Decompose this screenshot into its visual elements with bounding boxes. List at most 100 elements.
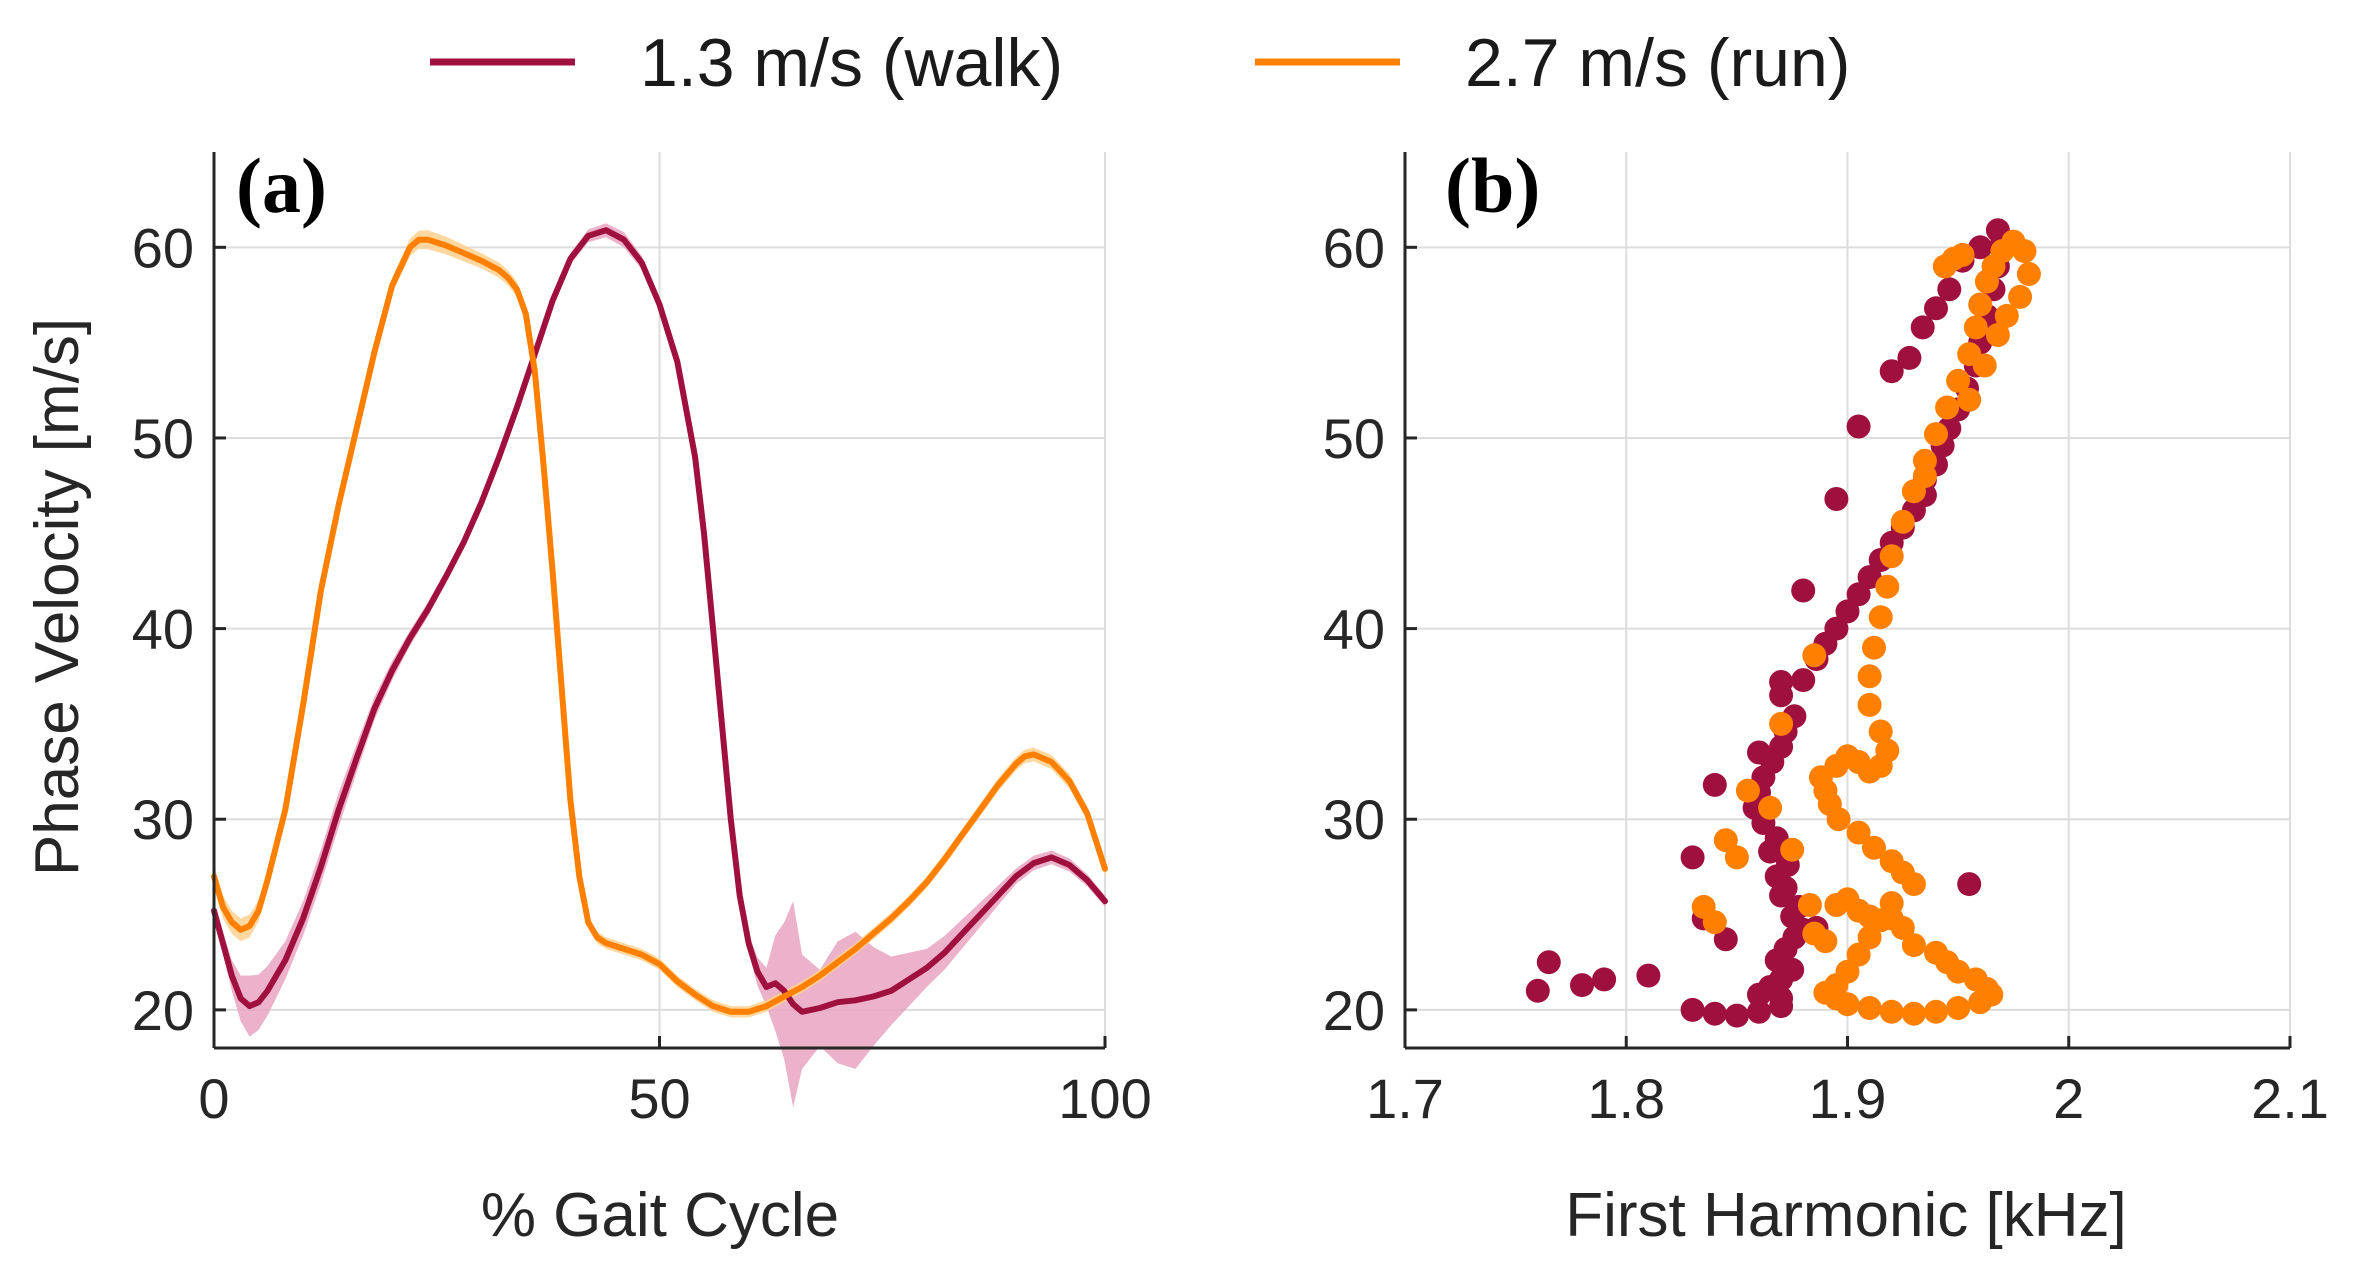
panel-a-ylabel: Phase Velocity [m/s] — [23, 318, 92, 876]
panel-b-point-run — [1875, 738, 1900, 763]
panel-b-ytick-label: 30 — [1323, 788, 1385, 851]
panel-b-point-run — [1758, 795, 1783, 820]
panel-b-point-walk — [1702, 1001, 1727, 1026]
panel-a-letter: (a) — [236, 142, 327, 229]
panel-b-point-run — [1994, 303, 2019, 328]
panel-b-point-run — [1769, 711, 1794, 736]
panel-b-point-run — [1868, 605, 1893, 630]
panel-a-ytick-label: 60 — [132, 216, 194, 279]
panel-b-point-run — [1846, 820, 1871, 845]
panel-b-xtick-label: 1.7 — [1366, 1067, 1444, 1130]
panel-b-point-walk — [1747, 999, 1771, 1024]
panel-b-point-walk — [1846, 414, 1871, 439]
panel-b-point-walk — [1824, 616, 1849, 641]
panel-b-point-run — [1702, 910, 1727, 935]
panel-a-ytick-label: 50 — [132, 407, 194, 470]
panel-b-point-run — [1924, 422, 1948, 447]
panel-b-point-run — [1735, 778, 1760, 803]
panel-b-point-run — [1935, 395, 1960, 420]
panel-b-point-run — [2016, 262, 2041, 286]
panel-b-point-walk — [1525, 978, 1550, 1003]
panel-b-point-run — [1713, 828, 1738, 853]
panel-a-ytick-label: 20 — [132, 979, 194, 1042]
panel-b-point-run — [1924, 999, 1948, 1024]
panel-b-point-run — [1868, 908, 1893, 933]
panel-b-point-run — [1780, 837, 1805, 862]
panel-b-point-run — [1868, 719, 1893, 744]
panel-b-point-run — [1950, 242, 1975, 267]
panel-a-ytick-label: 40 — [132, 598, 194, 661]
panel-b-point-run — [1835, 959, 1860, 984]
panel-b-point-run — [2012, 239, 2037, 264]
panel-b-point-run — [1879, 999, 1904, 1024]
panel-b-point-run — [1985, 323, 2010, 347]
panel-b-point-run — [1957, 387, 1982, 412]
panel-b-point-run — [1972, 353, 1997, 378]
panel-b-point-walk — [1702, 772, 1727, 797]
panel-a-xlabel: % Gait Cycle — [481, 1181, 839, 1250]
panel-b-point-walk — [1570, 973, 1594, 998]
panel-b-point-walk — [1835, 599, 1860, 624]
panel-b-ytick-label: 40 — [1323, 598, 1385, 661]
panel-b-point-run — [1857, 925, 1882, 950]
panel-b-point-run — [1862, 635, 1886, 660]
panel-b-point-walk — [1769, 967, 1794, 992]
panel-b-point-run — [1846, 942, 1871, 967]
panel-b-point-walk — [1937, 277, 1962, 302]
panel-b-xlabel: First Harmonic [kHz] — [1565, 1181, 2126, 1250]
panel-a-xtick-label: 50 — [628, 1067, 690, 1130]
panel-b-point-walk — [1680, 845, 1705, 870]
panel-b-point-run — [1724, 845, 1749, 870]
panel-b-point-run — [1968, 990, 1993, 1015]
panel-b-point-walk — [1536, 950, 1561, 975]
panel-b-xtick-label: 1.8 — [1587, 1067, 1665, 1130]
panel-b-xtick-label: 1.9 — [1809, 1067, 1887, 1130]
panel-a-xtick-label: 0 — [198, 1067, 229, 1130]
panel-b-point-walk — [1910, 315, 1935, 340]
panel-a-xticks: 0 50 100 — [198, 1036, 1152, 1130]
panel-b-point-run — [1879, 544, 1904, 569]
panel-b-point-run — [1963, 315, 1988, 340]
panel-b-point-walk — [1636, 963, 1661, 988]
panel-b-point-walk — [1769, 670, 1794, 694]
panel-a-line-run — [211, 236, 1108, 1015]
panel-b-point-run — [1890, 915, 1915, 940]
panel-b-yticks: 20 30 40 50 60 — [1323, 216, 1417, 1042]
panel-b-point-walk — [1897, 345, 1922, 370]
panel-b-point-run — [1875, 574, 1900, 599]
panel-b-point-walk — [1857, 565, 1882, 590]
panel-b-point-walk — [1791, 578, 1816, 603]
panel-b-point-walk — [1824, 487, 1849, 511]
panel-b-point-run — [1797, 893, 1822, 917]
panel-b-point-run — [1862, 835, 1886, 860]
panel-b-point-run — [1968, 292, 1993, 317]
panel-a-yticks: 20 30 40 50 60 — [132, 216, 226, 1042]
panel-b-ytick-label: 60 — [1323, 216, 1385, 279]
panel-b-point-run — [1901, 933, 1926, 958]
panel-b-xtick-label: 2.1 — [2251, 1067, 2329, 1130]
panel-b-point-walk — [1592, 967, 1617, 992]
panel-b-point-run — [1813, 929, 1838, 954]
panel-b-point-run — [1901, 1001, 1926, 1026]
legend-run-label: 2.7 m/s (run) — [1465, 25, 1850, 101]
panel-b-point-run — [1802, 643, 1827, 668]
panel-b-point-walk — [1879, 359, 1904, 384]
panel-b-point-run — [2008, 284, 2033, 309]
panel-b-point-run — [1857, 664, 1882, 689]
panel-b-xtick-label: 2 — [2053, 1067, 2084, 1130]
panel-a: 0 50 100 20 30 40 50 60 (a) % Gait Cycle Phase… — [23, 142, 1152, 1250]
panel-b-point-walk — [1846, 582, 1871, 607]
panel-b-point-run — [1879, 891, 1904, 916]
panel-b-letter: (b) — [1445, 142, 1540, 229]
panel-b-point-walk — [1791, 668, 1816, 693]
panel-b-point-run — [1946, 996, 1971, 1020]
panel-b-point-run — [1879, 849, 1904, 874]
panel-b-point-walk — [1713, 927, 1738, 952]
panel-b-point-run — [1890, 509, 1915, 534]
panel-a-lines — [211, 227, 1108, 1015]
legend-walk-label: 1.3 m/s (walk) — [640, 25, 1063, 101]
panel-b-xticks: 1.7 1.8 1.9 2 2.1 — [1366, 1036, 2329, 1130]
panel-b-ytick-label: 50 — [1323, 407, 1385, 470]
panel-b-point-run — [1946, 368, 1971, 393]
